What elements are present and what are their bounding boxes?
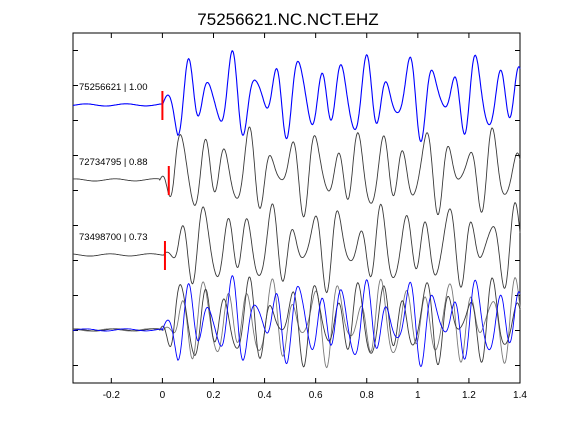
trace-group (72, 50, 521, 294)
x-tick-label: 0.8 (360, 390, 374, 401)
trace-line (72, 50, 521, 143)
x-tick-label: 0 (160, 390, 166, 401)
x-tick-label: 0.2 (207, 390, 221, 401)
x-tick-label: -0.2 (103, 390, 121, 401)
overlay-trace-line (72, 275, 521, 368)
plot-frame (72, 32, 521, 384)
trace-label: 75256621 | 1.00 (79, 82, 148, 93)
overlay-trace-line (72, 276, 521, 368)
x-tick-label: 0.4 (258, 390, 272, 401)
x-tick-label: 1 (415, 390, 421, 401)
x-tick-label: 0.6 (309, 390, 323, 401)
x-axis-ticks: -0.2 0 0.2 0.4 0.6 0.8 1 1.2 1.4 (103, 33, 527, 401)
trace-line (73, 202, 521, 294)
x-tick-label: 1.4 (513, 390, 527, 401)
trace-labels: 75256621 | 1.00 72734795 | 0.88 73498700 |… (79, 82, 148, 243)
overlay-panel (72, 275, 521, 369)
trace-line (72, 126, 521, 218)
overlay-trace-line (73, 277, 521, 369)
chart-title: 75256621.NC.NCT.EHZ (197, 10, 378, 29)
x-tick-label: 1.2 (462, 390, 476, 401)
trace-label: 72734795 | 0.88 (79, 157, 148, 168)
pick-markers (161, 91, 170, 270)
trace-label: 73498700 | 0.73 (79, 232, 148, 243)
